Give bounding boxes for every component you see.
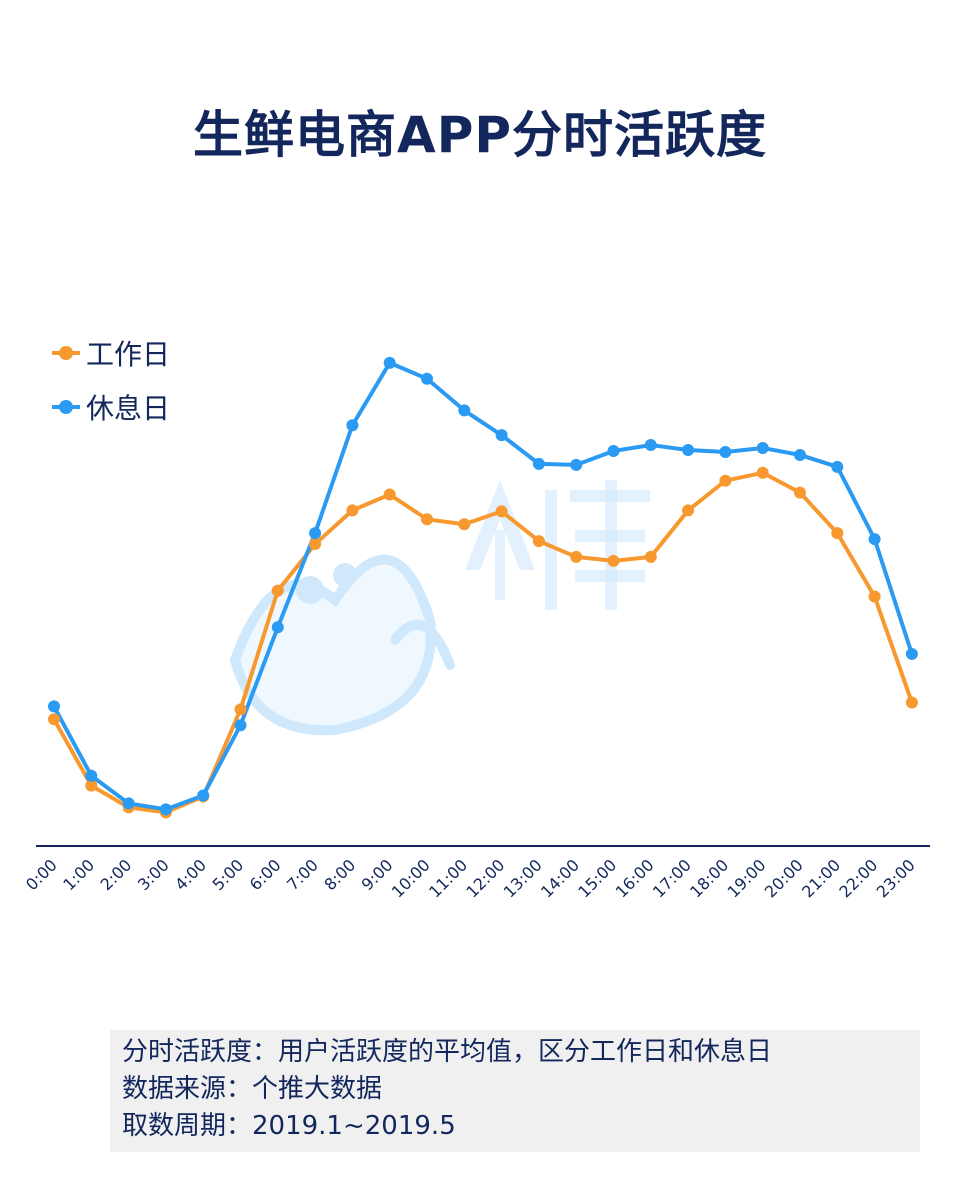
data-point-restday-23 — [905, 647, 918, 660]
data-point-restday-16 — [644, 439, 657, 452]
data-point-restday-19 — [756, 442, 769, 455]
data-point-restday-22 — [868, 533, 881, 546]
footnote-box: 分时活跃度：用户活跃度的平均值，区分工作日和休息日 数据来源：个推大数据 取数周… — [110, 1030, 920, 1152]
x-tick-label: 18:00 — [686, 855, 732, 901]
data-point-workday-21 — [831, 527, 844, 540]
x-tick-label: 19:00 — [723, 855, 769, 901]
data-point-workday-0 — [48, 713, 60, 726]
x-tick-label: 1:00 — [59, 855, 98, 894]
x-tick-label: 20:00 — [761, 855, 807, 901]
x-tick-label: 12:00 — [462, 855, 508, 901]
data-point-restday-8 — [346, 419, 359, 432]
x-tick-label: 23:00 — [873, 855, 919, 901]
data-point-restday-5 — [234, 719, 247, 732]
data-point-workday-5 — [234, 703, 247, 716]
legend-swatch-restday — [52, 400, 80, 414]
x-tick-label: 6:00 — [246, 855, 285, 894]
legend-label-workday: 工作日 — [86, 338, 171, 371]
x-tick-label: 17:00 — [649, 855, 695, 901]
x-tick-label: 0:00 — [22, 855, 61, 894]
data-point-restday-17 — [682, 444, 695, 456]
x-tick-label: 15:00 — [574, 855, 620, 901]
getui-watermark-logo — [215, 450, 755, 754]
data-point-workday-7 — [309, 538, 322, 551]
data-point-restday-6 — [271, 621, 284, 634]
data-point-restday-1 — [85, 769, 98, 782]
data-point-workday-15 — [607, 554, 620, 567]
legend-item-workday: 工作日 — [52, 326, 170, 380]
data-point-restday-9 — [383, 356, 396, 369]
x-tick-label: 22:00 — [835, 855, 881, 901]
data-point-workday-9 — [383, 488, 396, 501]
series-line-workday — [52, 470, 914, 815]
data-point-restday-0 — [48, 700, 60, 713]
data-point-restday-15 — [607, 444, 620, 457]
data-point-restday-13 — [532, 457, 545, 470]
x-tick-label: 2:00 — [97, 855, 136, 894]
data-point-workday-12 — [495, 505, 508, 518]
data-point-workday-13 — [532, 535, 545, 548]
data-point-restday-10 — [421, 372, 433, 385]
x-tick-label: 3:00 — [134, 855, 173, 894]
x-tick-label: 16:00 — [612, 855, 658, 901]
line-chart: 0:001:002:003:004:005:006:007:008:009:00… — [22, 356, 930, 901]
data-point-restday-4 — [197, 789, 210, 802]
footnote-period: 取数周期：2019.1~2019.5 — [122, 1111, 456, 1141]
x-tick-label: 21:00 — [798, 855, 844, 901]
legend-label-restday: 休息日 — [86, 392, 171, 425]
legend: 工作日 休息日 — [52, 326, 170, 434]
x-tick-label: 4:00 — [171, 855, 210, 894]
data-point-workday-18 — [719, 474, 732, 487]
data-point-restday-11 — [458, 404, 471, 417]
footnote-source: 数据来源：个推大数据 — [122, 1074, 383, 1104]
footnote-definition: 分时活跃度：用户活跃度的平均值，区分工作日和休息日 — [122, 1037, 773, 1067]
data-point-workday-11 — [458, 518, 471, 531]
data-point-restday-12 — [495, 429, 508, 442]
x-tick-label: 7:00 — [283, 855, 322, 894]
data-point-workday-16 — [644, 550, 657, 563]
x-tick-label: 8:00 — [320, 855, 359, 894]
data-point-workday-20 — [794, 486, 806, 499]
data-point-restday-14 — [570, 458, 583, 471]
x-tick-label: 11:00 — [425, 855, 471, 901]
legend-item-restday: 休息日 — [52, 380, 170, 434]
data-point-restday-3 — [159, 803, 172, 816]
data-point-workday-17 — [682, 504, 695, 517]
series-line-restday — [52, 360, 914, 812]
data-point-workday-23 — [905, 696, 918, 709]
data-point-workday-19 — [756, 466, 769, 479]
x-tick-label: 14:00 — [537, 855, 583, 901]
data-point-restday-2 — [122, 797, 135, 810]
data-point-restday-18 — [719, 445, 732, 458]
legend-swatch-workday — [52, 346, 80, 360]
data-point-restday-20 — [794, 448, 806, 461]
data-point-workday-8 — [346, 504, 359, 517]
data-point-workday-6 — [271, 584, 284, 597]
x-tick-label: 13:00 — [500, 855, 546, 901]
x-tick-label: 5:00 — [208, 855, 247, 894]
data-point-workday-10 — [421, 513, 433, 526]
chart-title: 生鲜电商APP分时活跃度 — [193, 106, 767, 164]
data-point-restday-7 — [309, 527, 322, 540]
data-point-workday-14 — [570, 550, 583, 563]
x-tick-label: 10:00 — [388, 855, 434, 901]
data-point-workday-1 — [85, 779, 98, 792]
data-point-workday-22 — [868, 590, 881, 603]
data-point-restday-21 — [831, 460, 844, 473]
